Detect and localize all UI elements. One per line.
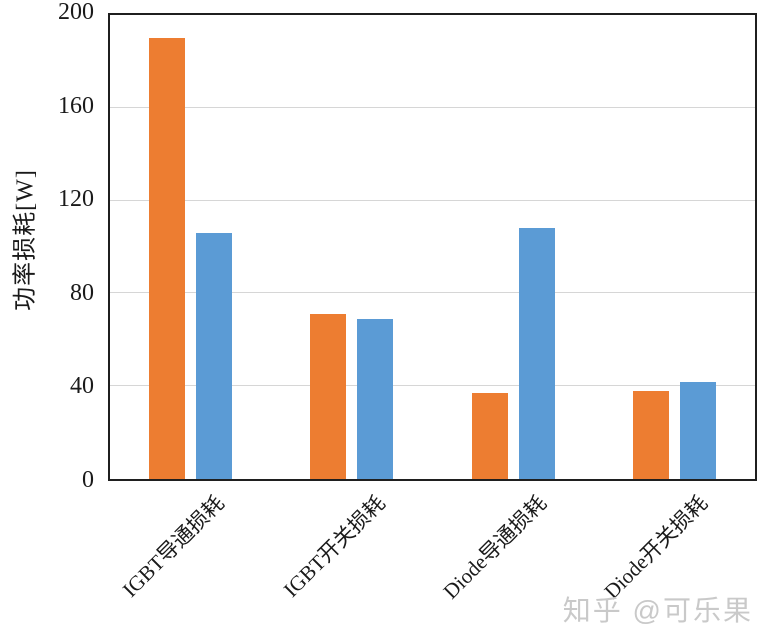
bar-series2-2: [357, 318, 394, 479]
bar-series2-4: [679, 381, 716, 479]
y-tick-label-80: 80: [70, 279, 94, 306]
x-category-label-1: IGBT导通损耗: [117, 490, 229, 602]
y-tick-label-120: 120: [58, 186, 94, 213]
gridline-y80: [110, 292, 755, 294]
bar-series1-4: [632, 390, 669, 479]
x-category-label-4: Diode开关损耗: [599, 490, 713, 604]
x-category-label-2: IGBT开关损耗: [278, 490, 390, 602]
y-tick-label-0: 0: [82, 467, 94, 493]
gridline-y120: [110, 199, 755, 201]
bar-series1-1: [149, 38, 186, 479]
y-tick-label-160: 160: [58, 92, 94, 119]
y-tick-label-40: 40: [70, 373, 94, 400]
gridline-y40: [110, 385, 755, 387]
bar-series2-3: [518, 228, 555, 479]
bar-series1-2: [310, 314, 347, 479]
bar-series2-1: [196, 233, 233, 479]
gridline-y160: [110, 106, 755, 108]
x-category-label-3: Diode导通损耗: [438, 490, 551, 604]
plot-area: [108, 13, 757, 481]
y-tick-label-200: 200: [58, 0, 94, 25]
watermark: 知乎 @可乐果: [562, 595, 753, 626]
bar-series1-3: [471, 393, 508, 479]
